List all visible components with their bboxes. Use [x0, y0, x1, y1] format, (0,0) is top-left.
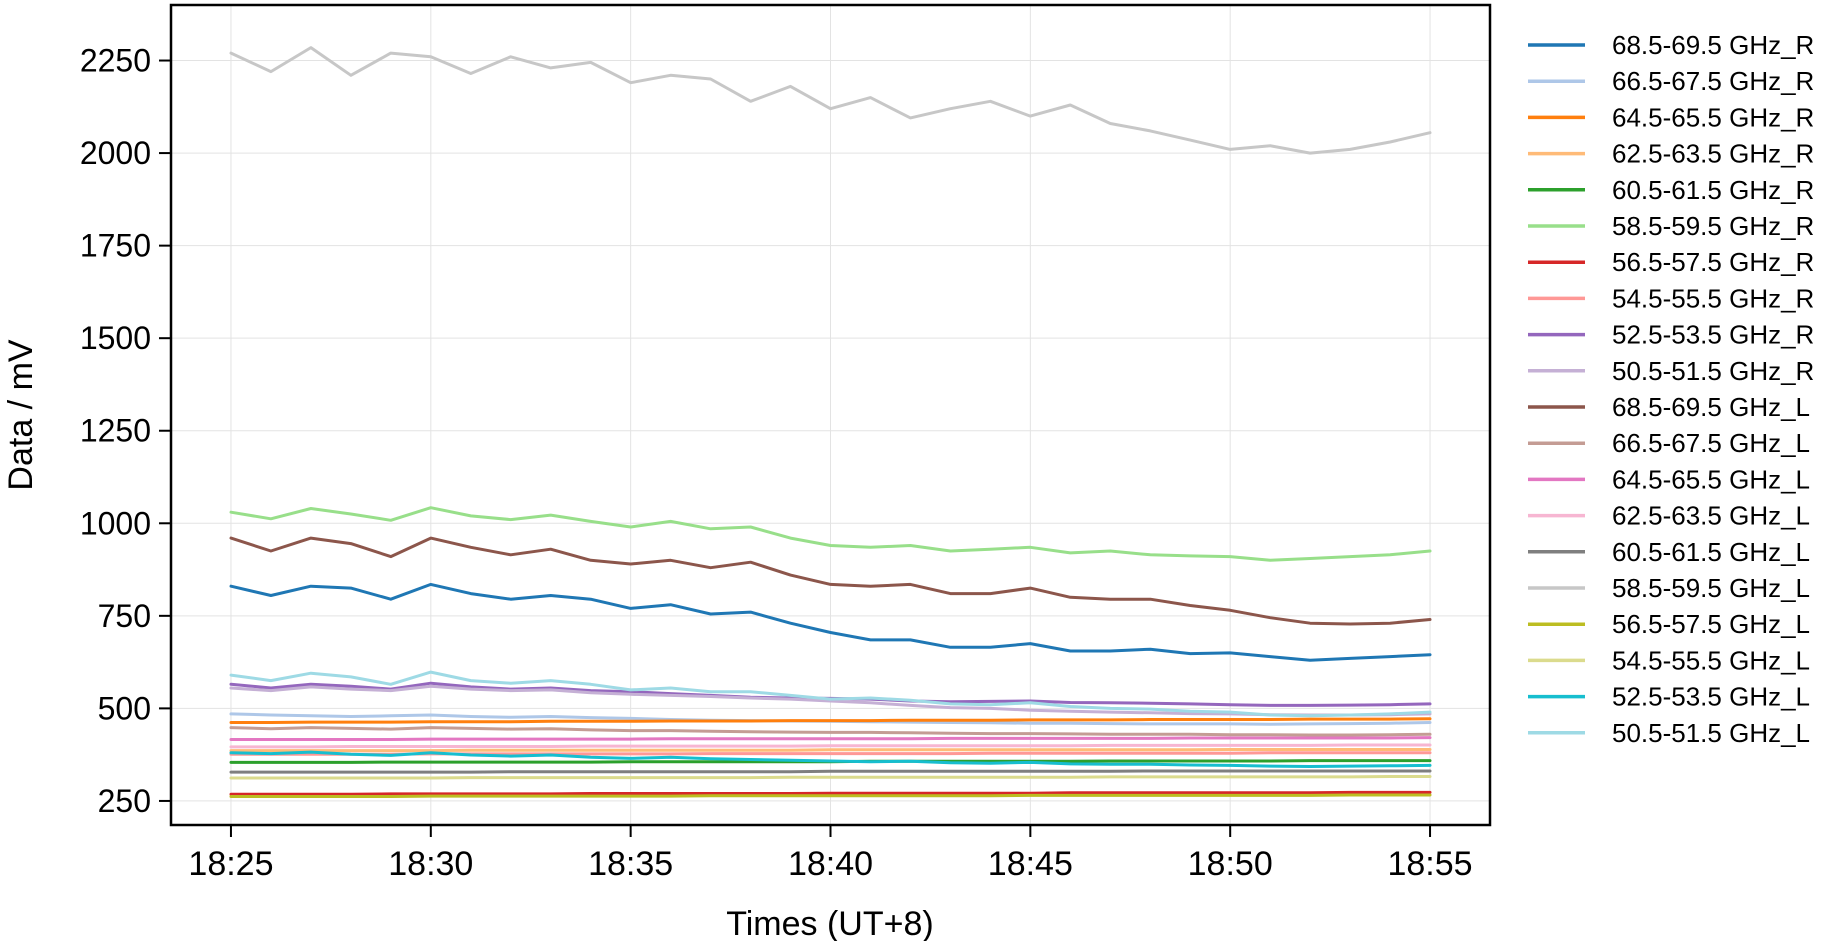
legend-item: 54.5-55.5 GHz_L [1528, 645, 1810, 675]
series-line-11 [229, 726, 1432, 737]
x-axis-label: Times (UT+8) [726, 905, 933, 941]
legend-label: 64.5-65.5 GHz_R [1612, 102, 1814, 132]
series-line-19 [229, 670, 1432, 718]
y-tick-label: 1750 [80, 228, 151, 264]
series-lines [229, 46, 1432, 798]
legend-item: 58.5-59.5 GHz_L [1528, 573, 1810, 603]
series-line-0 [229, 582, 1432, 662]
legend-label: 68.5-69.5 GHz_R [1612, 30, 1814, 60]
legend-item: 52.5-53.5 GHz_L [1528, 682, 1810, 712]
y-tick-label: 750 [98, 598, 151, 634]
x-tick-label: 18:35 [588, 845, 673, 883]
x-axis-ticks: 18:25 18:30 18:35 18:40 18:45 18:50 18:55 [188, 825, 1473, 883]
y-tick-label: 250 [98, 783, 151, 819]
legend-label: 52.5-53.5 GHz_L [1612, 682, 1810, 712]
legend-item: 54.5-55.5 GHz_R [1528, 283, 1814, 313]
series-line-3 [229, 748, 1432, 753]
series-line-9 [229, 684, 1432, 717]
y-tick-label: 1000 [80, 505, 151, 541]
series-line-6 [229, 790, 1432, 796]
series-line-14 [229, 769, 1432, 774]
legend-item: 58.5-59.5 GHz_R [1528, 211, 1814, 241]
y-tick-label: 1500 [80, 320, 151, 356]
legend-item: 64.5-65.5 GHz_R [1528, 102, 1814, 132]
y-tick-label: 1250 [80, 413, 151, 449]
legend-item: 68.5-69.5 GHz_L [1528, 392, 1810, 422]
series-line-2 [229, 717, 1432, 724]
series-line-12 [229, 736, 1432, 741]
legend-label: 52.5-53.5 GHz_R [1612, 320, 1814, 350]
legend-item: 62.5-63.5 GHz_R [1528, 139, 1814, 169]
series-line-5 [229, 506, 1432, 562]
grid-lines [171, 5, 1490, 825]
legend-item: 56.5-57.5 GHz_R [1528, 247, 1814, 277]
legend-item: 62.5-63.5 GHz_L [1528, 501, 1810, 531]
legend-item: 66.5-67.5 GHz_R [1528, 66, 1814, 96]
legend-label: 60.5-61.5 GHz_L [1612, 537, 1810, 567]
legend-item: 68.5-69.5 GHz_R [1528, 30, 1814, 60]
legend-item: 56.5-57.5 GHz_L [1528, 609, 1810, 639]
legend-label: 66.5-67.5 GHz_R [1612, 66, 1814, 96]
legend-label: 50.5-51.5 GHz_L [1612, 718, 1810, 748]
y-tick-label: 2000 [80, 135, 151, 171]
x-tick-label: 18:25 [188, 845, 273, 883]
legend-item: 60.5-61.5 GHz_R [1528, 175, 1814, 205]
legend-label: 58.5-59.5 GHz_L [1612, 573, 1810, 603]
legend-item: 50.5-51.5 GHz_L [1528, 718, 1810, 748]
legend-label: 56.5-57.5 GHz_L [1612, 609, 1810, 639]
series-line-17 [229, 775, 1432, 780]
legend-label: 50.5-51.5 GHz_R [1612, 356, 1814, 386]
x-tick-label: 18:55 [1387, 845, 1472, 883]
series-line-18 [229, 750, 1432, 768]
series-line-16 [229, 793, 1432, 798]
legend-label: 56.5-57.5 GHz_R [1612, 247, 1814, 277]
legend-label: 58.5-59.5 GHz_R [1612, 211, 1814, 241]
x-tick-label: 18:30 [388, 845, 473, 883]
series-line-15 [229, 46, 1432, 155]
legend-label: 54.5-55.5 GHz_L [1612, 645, 1810, 675]
y-tick-label: 500 [98, 690, 151, 726]
legend-label: 68.5-69.5 GHz_L [1612, 392, 1810, 422]
y-tick-label: 2250 [80, 43, 151, 79]
legend-item: 64.5-65.5 GHz_L [1528, 464, 1810, 494]
legend: 68.5-69.5 GHz_R 66.5-67.5 GHz_R 64.5-65.5 … [1528, 30, 1814, 748]
x-tick-label: 18:50 [1188, 845, 1273, 883]
legend-item: 66.5-67.5 GHz_L [1528, 428, 1810, 458]
legend-label: 60.5-61.5 GHz_R [1612, 175, 1814, 205]
legend-item: 52.5-53.5 GHz_R [1528, 320, 1814, 350]
x-tick-label: 18:45 [988, 845, 1073, 883]
legend-label: 62.5-63.5 GHz_L [1612, 501, 1810, 531]
x-tick-label: 18:40 [788, 845, 873, 883]
series-line-13 [229, 743, 1432, 749]
legend-item: 60.5-61.5 GHz_L [1528, 537, 1810, 567]
legend-label: 64.5-65.5 GHz_L [1612, 464, 1810, 494]
legend-label: 66.5-67.5 GHz_L [1612, 428, 1810, 458]
legend-label: 54.5-55.5 GHz_R [1612, 283, 1814, 313]
y-axis-ticks: 250 500 750 1000 1250 1500 1750 2000 2250 [80, 43, 171, 819]
legend-item: 50.5-51.5 GHz_R [1528, 356, 1814, 386]
legend-label: 62.5-63.5 GHz_R [1612, 139, 1814, 169]
series-line-10 [229, 536, 1432, 626]
y-axis-label: Data / mV [2, 339, 40, 490]
